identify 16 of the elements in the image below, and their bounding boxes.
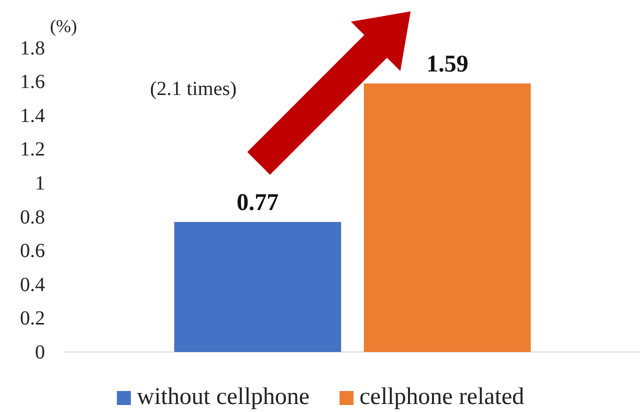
- y-tick-label: 1.8: [20, 37, 45, 60]
- y-tick-label: 0.8: [20, 206, 45, 228]
- y-tick-label: 1.6: [20, 71, 45, 94]
- y-axis-title: (%): [50, 16, 77, 36]
- legend-label: cellphone related: [360, 384, 524, 410]
- y-tick-label: 1: [35, 172, 45, 195]
- y-tick-label: 1.4: [20, 104, 45, 127]
- y-tick-label: 0.4: [20, 274, 45, 296]
- y-tick-label: 0: [35, 341, 45, 364]
- data-label: 0.77: [236, 190, 279, 216]
- y-tick-label: 0.6: [20, 240, 45, 262]
- y-tick-label: 0.2: [20, 308, 45, 330]
- data-label: 1.59: [426, 51, 468, 78]
- legend-label: without cellphone: [136, 384, 310, 410]
- y-tick-label: 1.2: [20, 138, 45, 161]
- annotation: (2.1 times): [150, 78, 237, 100]
